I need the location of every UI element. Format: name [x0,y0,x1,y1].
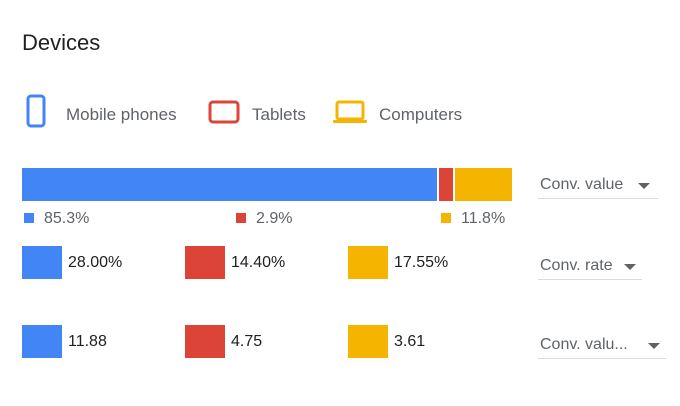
legend-label-computers: Computers [379,105,463,124]
bar-segment-tablets [438,168,453,201]
percentage-mobile-phones: 85.3% [24,210,89,228]
percentage-computers: 11.8% [441,210,505,228]
color-block-mobile-phones [22,325,62,358]
distribution-stacked-bar [22,168,512,201]
tablet-icon [208,100,240,124]
metric-value: 3.61 [394,333,426,350]
legend-label-mobile-phones: Mobile phones [66,105,177,124]
caret-down-icon [624,264,636,270]
metric-dropdown-conv-value-2[interactable]: Conv. valu... [538,332,666,359]
metric-row-conv-value: 11.88 4.75 3.61 [22,325,512,358]
metric-value: 11.88 [68,333,107,350]
percentage-tablets: 2.9% [236,210,292,228]
color-block-tablets [185,246,225,279]
metric-dropdown-conv-rate[interactable]: Conv. rate [538,253,642,280]
metric-dropdown-label: Conv. valu... [540,336,628,353]
card-title: Devices [22,30,101,55]
metric-value: 4.75 [231,333,263,350]
metric-dropdown-label: Conv. value [540,176,624,193]
color-block-computers [348,325,388,358]
metric-dropdown-label: Conv. rate [540,257,613,274]
mobile-phone-icon [26,94,46,128]
metric-value: 17.55% [394,254,449,271]
metric-row-conv-rate: 28.00% 14.40% 17.55% [22,246,512,279]
bar-segment-mobile-phones [22,168,437,201]
color-block-mobile-phones [22,246,62,279]
metric-dropdown-conv-value[interactable]: Conv. value [538,172,658,199]
metric-value: 28.00% [68,254,123,271]
legend-label-tablets: Tablets [252,105,306,124]
color-block-tablets [185,325,225,358]
caret-down-icon [638,183,650,189]
laptop-icon [333,100,367,123]
metric-value: 14.40% [231,254,286,271]
bar-segment-computers [454,168,512,201]
color-block-computers [348,246,388,279]
caret-down-icon [648,343,660,349]
distribution-percentages: 85.3% 2.9% 11.8% [22,210,512,230]
